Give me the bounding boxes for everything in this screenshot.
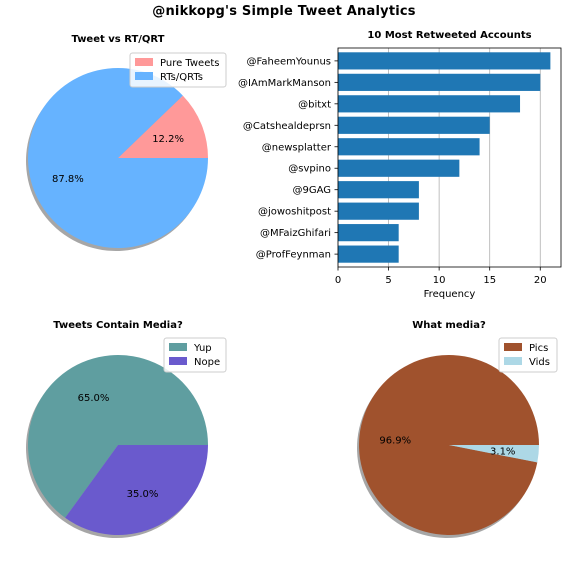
pie-legend: Pure Tweets RTs/QRTs	[129, 52, 227, 88]
y-tick-label: @newsplatter	[262, 142, 332, 153]
bar-catshealdeprsn	[338, 116, 490, 134]
bar-jowoshitpost	[338, 202, 419, 220]
legend-label: Vids	[529, 357, 550, 368]
bar-svpino	[338, 159, 460, 177]
bar-mfaizghifari	[338, 224, 399, 242]
pie-legend: Pics Vids	[498, 337, 558, 373]
bar-iammarkmanson	[338, 73, 541, 91]
bar-chart-title: 10 Most Retweeted Accounts	[367, 30, 531, 41]
x-tick-label: 15	[483, 275, 496, 286]
pie-title: Tweets Contain Media?	[53, 320, 183, 331]
legend-swatch	[504, 357, 522, 365]
bar-faheemyounus	[338, 52, 551, 70]
pie-slice-pure-tweets	[118, 95, 208, 158]
bars	[334, 52, 551, 263]
x-tick-label: 0	[335, 275, 341, 286]
y-tick-label: @bitxt	[298, 99, 331, 110]
legend-label: Pics	[529, 343, 548, 354]
pie-slice-vids	[449, 445, 539, 463]
y-tick-label: @svpino	[288, 164, 331, 175]
legend-frame	[129, 52, 227, 88]
pie-slice-yup	[28, 354, 209, 518]
pie-pct-label: 12.2%	[152, 134, 184, 145]
pie-title: What media?	[412, 320, 486, 331]
pie-pct-label: 65.0%	[78, 393, 110, 404]
x-tick-label: 5	[385, 275, 391, 286]
x-tick-label: 20	[534, 275, 547, 286]
legend-label: Yup	[193, 343, 212, 354]
x-tick-label: 10	[433, 275, 446, 286]
pie-group	[25, 354, 209, 538]
legend-label: Pure Tweets	[160, 58, 219, 69]
legend-swatch	[135, 58, 153, 66]
pie-slice-rts-qrts	[28, 67, 208, 248]
legend-swatch	[504, 343, 522, 351]
pie-pct-label: 3.1%	[490, 446, 515, 457]
y-tick-label: @FaheemYounus	[247, 56, 331, 67]
y-tick-label: @MFaizGhifari	[260, 228, 331, 239]
bar-newsplatter	[338, 138, 480, 156]
y-tick-label: @ProfFeynman	[256, 250, 331, 261]
legend-swatch	[169, 357, 187, 365]
y-tick-label: @jowoshitpost	[258, 207, 331, 218]
legend-swatch	[135, 72, 153, 80]
pie-pct-label: 96.9%	[379, 436, 411, 447]
pie-group	[356, 355, 539, 539]
pie-slice-pics	[359, 355, 539, 536]
pie-title: Tweet vs RT/QRT	[71, 34, 164, 45]
y-tick-label: @9GAG	[292, 185, 331, 196]
y-tick-label: @IAmMarkManson	[238, 78, 331, 89]
bar-proffeynman	[338, 245, 399, 263]
pie-pct-label: 35.0%	[127, 489, 159, 500]
bar-axes-frame	[337, 47, 562, 268]
legend-swatch	[169, 343, 187, 351]
y-tick-label: @Catshealdeprsn	[243, 121, 331, 132]
pie-group	[25, 67, 208, 251]
pie-pct-label: 87.8%	[52, 174, 84, 185]
bar-9gag	[338, 181, 419, 199]
pie-slice-nope	[65, 445, 208, 535]
legend-label: Nope	[194, 357, 220, 368]
legend-label: RTs/QRTs	[160, 72, 203, 83]
figure-title: @nikkopg's Simple Tweet Analytics	[152, 4, 416, 19]
bar-bitxt	[338, 95, 521, 113]
x-axis-label: Frequency	[424, 289, 476, 300]
pie-legend: Yup Nope	[163, 337, 227, 373]
